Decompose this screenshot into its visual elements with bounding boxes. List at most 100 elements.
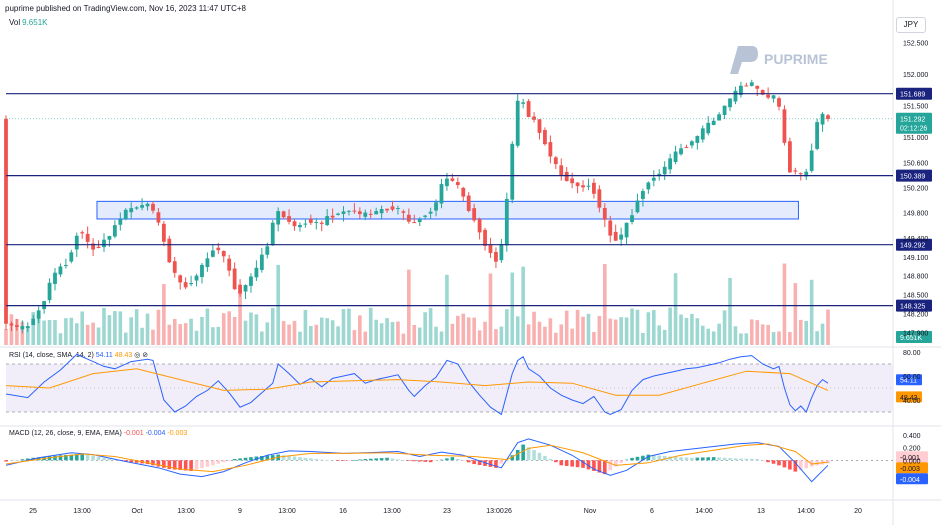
macd-hist-bar xyxy=(755,459,760,461)
candle-body xyxy=(624,222,629,238)
candle-body xyxy=(200,264,204,278)
level-label-bg xyxy=(896,87,932,100)
volume-bar xyxy=(603,264,607,345)
candle-body xyxy=(401,211,406,213)
time-axis-tick: 14:00 xyxy=(695,508,713,515)
volume-bar xyxy=(232,316,237,345)
rsi-ma-line[interactable] xyxy=(5,368,829,396)
support-zone[interactable] xyxy=(96,200,799,220)
rsi-line[interactable] xyxy=(5,353,829,416)
volume-bar xyxy=(396,321,400,345)
volume-bar xyxy=(260,331,264,345)
candle-body xyxy=(374,211,379,215)
macd-hist-bar xyxy=(145,460,150,465)
macd-hist-bar xyxy=(20,459,25,461)
macd-hist-bar xyxy=(766,460,770,463)
candle-body xyxy=(14,325,19,327)
candle-body xyxy=(4,118,8,324)
candle-body xyxy=(477,218,482,233)
macd-hist-bar xyxy=(537,452,542,461)
rsi-axis-tick: 40.00 xyxy=(903,398,921,405)
macd-hist-bar xyxy=(434,460,438,461)
time-axis-tick: 13:00 xyxy=(383,508,401,515)
candle-body xyxy=(504,198,509,246)
macd-line[interactable] xyxy=(5,438,829,483)
volume-bar xyxy=(74,323,79,345)
candle-body xyxy=(450,178,455,181)
macd-hist-bar xyxy=(477,460,482,465)
volume-bar xyxy=(657,325,662,345)
macd-hist-bar xyxy=(749,458,754,461)
macd-hist-bar xyxy=(162,460,166,468)
macd-hist-bar xyxy=(488,460,493,467)
volume-bar xyxy=(749,319,754,345)
rsi-legend[interactable]: RSI (14, close, SMA, 14, 2) 54.11 48.43 … xyxy=(9,351,148,359)
time-axis-tick: Nov xyxy=(584,508,597,515)
candle-body xyxy=(118,219,123,225)
level-label: 151.689 xyxy=(900,92,925,99)
candle-body xyxy=(357,211,362,215)
macd-hist-bar xyxy=(456,458,460,461)
volume-bar xyxy=(826,309,830,345)
volume-bar xyxy=(390,322,395,345)
price-axis-tick: 151.000 xyxy=(903,135,928,142)
macd-hist-bar xyxy=(368,458,373,461)
candle-body xyxy=(9,323,14,326)
candle-body xyxy=(553,157,558,165)
macd-signal-line[interactable] xyxy=(5,443,829,473)
macd-legend[interactable]: MACD (12, 26, close, 9, EMA, EMA) -0.001… xyxy=(9,430,187,437)
candle-body xyxy=(183,282,188,288)
volume-bar xyxy=(526,324,531,345)
macd-hist-bar xyxy=(9,460,14,461)
volume-bar xyxy=(581,316,585,345)
settings-icon[interactable]: ⊘ xyxy=(142,352,149,359)
puprime-logo-text: PUPRIME xyxy=(764,51,828,67)
macd-hist-bar xyxy=(613,460,618,467)
candle-body xyxy=(47,282,52,301)
macd-hist-bar xyxy=(586,460,591,470)
time-axis-tick: 25 xyxy=(29,508,37,515)
macd-hist-bar xyxy=(711,457,716,461)
macd-hist-bar xyxy=(113,459,117,461)
candle-body xyxy=(651,177,656,181)
candle-body xyxy=(91,243,95,250)
macd-hist-bar xyxy=(804,460,809,469)
macd-hist-bar xyxy=(200,460,204,469)
macd-hist-bar xyxy=(314,459,319,461)
volume-bar xyxy=(684,317,689,345)
eye-icon[interactable]: ◎ xyxy=(134,352,141,359)
candle-body xyxy=(336,213,340,215)
volume-bar xyxy=(243,320,248,345)
macd-hist-bar xyxy=(641,455,645,461)
macd-hist-bar xyxy=(36,457,41,461)
macd-hist-bar xyxy=(826,460,830,464)
volume-bar xyxy=(129,317,134,345)
candle-body xyxy=(679,148,683,155)
candle-body xyxy=(564,171,569,182)
candle-body xyxy=(739,85,743,96)
candle-body xyxy=(760,90,765,95)
volume-bar xyxy=(646,312,651,345)
macd-hist-bar xyxy=(265,455,270,461)
macd-hist-bar xyxy=(733,458,738,461)
volume-bar xyxy=(25,326,30,345)
candle-body xyxy=(161,223,166,242)
volume-label-bg xyxy=(896,331,932,343)
macd-hist-bar xyxy=(619,460,623,463)
macd-hist-bar xyxy=(287,455,291,461)
macd-hist-bar xyxy=(695,457,700,461)
volume-bar xyxy=(227,311,231,345)
macd-hist-bar xyxy=(167,460,172,470)
currency-button[interactable]: JPY xyxy=(896,17,926,33)
volume-bar xyxy=(363,331,368,345)
time-axis-tick: Oct xyxy=(132,508,143,515)
macd-hist-bar xyxy=(657,455,662,461)
macd-hist-bar xyxy=(178,460,182,471)
macd-signal-legend-value: -0.003 xyxy=(167,430,188,437)
volume-bar xyxy=(472,317,476,345)
candle-body xyxy=(238,284,242,294)
candle-body xyxy=(483,229,487,246)
candle-body xyxy=(129,208,134,213)
